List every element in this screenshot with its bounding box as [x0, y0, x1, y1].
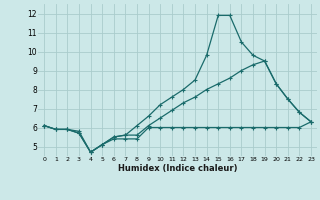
X-axis label: Humidex (Indice chaleur): Humidex (Indice chaleur) — [118, 164, 237, 173]
